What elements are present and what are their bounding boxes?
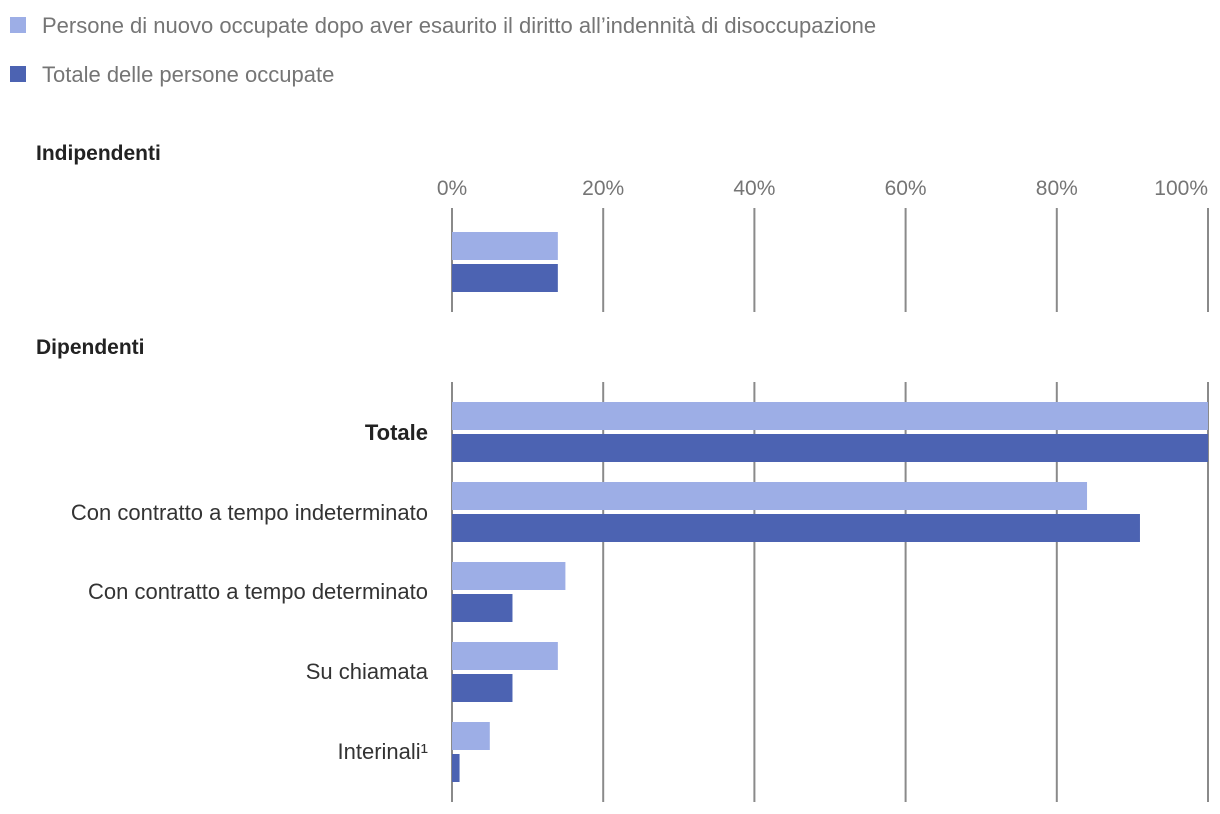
x-tick-label: 0%	[437, 177, 467, 200]
bar-nuovo	[452, 642, 558, 670]
x-tick-label: 100%	[1154, 177, 1208, 200]
section-title-indipendenti: Indipendenti	[36, 142, 161, 165]
bar-nuovo	[452, 562, 566, 590]
legend-label-totale: Totale delle persone occupate	[42, 62, 334, 87]
bar-nuovo	[452, 722, 490, 750]
category-label-interinali: Interinali¹	[338, 739, 428, 764]
legend-swatch-nuovo	[10, 17, 26, 33]
bars	[452, 232, 1208, 782]
legend-swatch-totale	[10, 66, 26, 82]
bar-totale	[452, 514, 1140, 542]
legend-item-nuovo: Persone di nuovo occupate dopo aver esau…	[10, 13, 876, 38]
bar-nuovo	[452, 232, 558, 260]
x-tick-label: 80%	[1036, 177, 1078, 200]
bar-nuovo	[452, 402, 1208, 430]
bar-totale	[452, 434, 1208, 462]
legend-label-nuovo: Persone di nuovo occupate dopo aver esau…	[42, 13, 876, 38]
section-title-dipendenti: Dipendenti	[36, 336, 145, 359]
category-label-tempo-indeterminato: Con contratto a tempo indeterminato	[71, 500, 428, 525]
bar-totale	[452, 594, 513, 622]
legend-item-totale: Totale delle persone occupate	[10, 62, 334, 87]
bar-nuovo	[452, 482, 1088, 510]
category-label-su-chiamata: Su chiamata	[306, 659, 429, 684]
x-tick-label: 20%	[582, 177, 624, 200]
legend: Persone di nuovo occupate dopo aver esau…	[10, 13, 876, 87]
category-label-tempo-determinato: Con contratto a tempo determinato	[88, 579, 428, 604]
category-labels: Totale Con contratto a tempo indetermina…	[71, 420, 429, 764]
x-tick-label: 40%	[733, 177, 775, 200]
x-tick-label: 60%	[885, 177, 927, 200]
bar-totale	[452, 674, 513, 702]
x-axis-ticks: 0% 20% 40% 60% 80% 100%	[437, 177, 1208, 200]
category-label-totale: Totale	[365, 420, 428, 445]
bar-totale	[452, 264, 558, 292]
bar-totale	[452, 754, 460, 782]
